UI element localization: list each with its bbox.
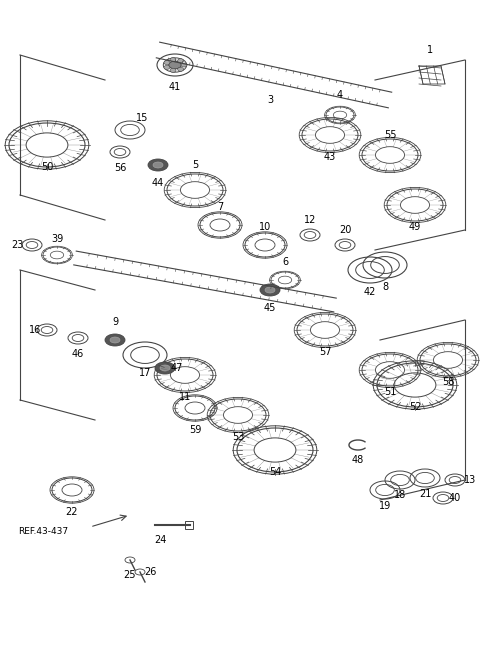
Text: 54: 54 [269,467,281,477]
Text: 4: 4 [337,90,343,100]
Text: 16: 16 [29,325,41,335]
Text: 40: 40 [449,493,461,503]
Text: 52: 52 [409,402,421,412]
Ellipse shape [148,159,168,171]
Text: 22: 22 [66,507,78,517]
Text: 13: 13 [464,475,476,485]
Text: 59: 59 [189,425,201,435]
Text: 17: 17 [139,368,151,378]
Ellipse shape [168,61,181,69]
Text: 23: 23 [11,240,23,250]
Text: 47: 47 [171,363,183,373]
Text: 45: 45 [264,303,276,313]
Ellipse shape [170,68,176,72]
Text: 57: 57 [319,347,331,357]
Text: 6: 6 [282,257,288,267]
Ellipse shape [164,66,170,70]
Text: 12: 12 [304,215,316,225]
Text: 15: 15 [136,113,148,123]
Ellipse shape [178,68,184,72]
Text: 24: 24 [154,535,166,545]
Text: 3: 3 [267,95,273,105]
Ellipse shape [181,63,187,67]
Text: 10: 10 [259,222,271,232]
Text: 21: 21 [419,489,431,499]
Text: 25: 25 [124,570,136,580]
Text: 42: 42 [364,287,376,297]
Text: 56: 56 [114,163,126,173]
Ellipse shape [265,287,275,293]
Text: 8: 8 [382,282,388,292]
Ellipse shape [105,334,125,346]
Text: 11: 11 [179,392,191,402]
Text: 55: 55 [384,130,396,140]
Text: 43: 43 [324,152,336,162]
Text: 50: 50 [41,162,53,172]
Ellipse shape [153,162,163,168]
Text: 19: 19 [379,501,391,511]
Ellipse shape [160,365,170,371]
Text: 53: 53 [232,432,244,442]
Text: 1: 1 [427,45,433,55]
Ellipse shape [170,58,176,62]
Text: 20: 20 [339,225,351,235]
Bar [185,521,193,529]
Text: 5: 5 [192,160,198,170]
Ellipse shape [155,362,175,374]
Text: 48: 48 [352,455,364,465]
Text: 26: 26 [144,567,156,577]
Text: 46: 46 [72,349,84,359]
Text: 9: 9 [112,317,118,327]
Ellipse shape [110,337,120,343]
Text: 7: 7 [217,202,223,212]
Ellipse shape [178,58,184,63]
Text: 18: 18 [394,490,406,500]
Text: 41: 41 [169,82,181,92]
Text: 44: 44 [152,178,164,188]
Text: 51: 51 [384,387,396,397]
Ellipse shape [260,284,280,296]
Text: 58: 58 [442,377,454,387]
Text: REF.43-437: REF.43-437 [18,527,68,537]
Text: 49: 49 [409,222,421,232]
Text: 39: 39 [51,234,63,244]
Ellipse shape [164,60,170,64]
